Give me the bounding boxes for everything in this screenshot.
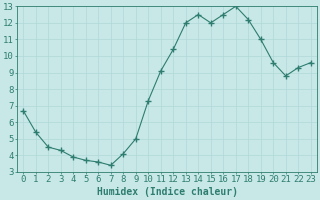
X-axis label: Humidex (Indice chaleur): Humidex (Indice chaleur) bbox=[97, 187, 237, 197]
